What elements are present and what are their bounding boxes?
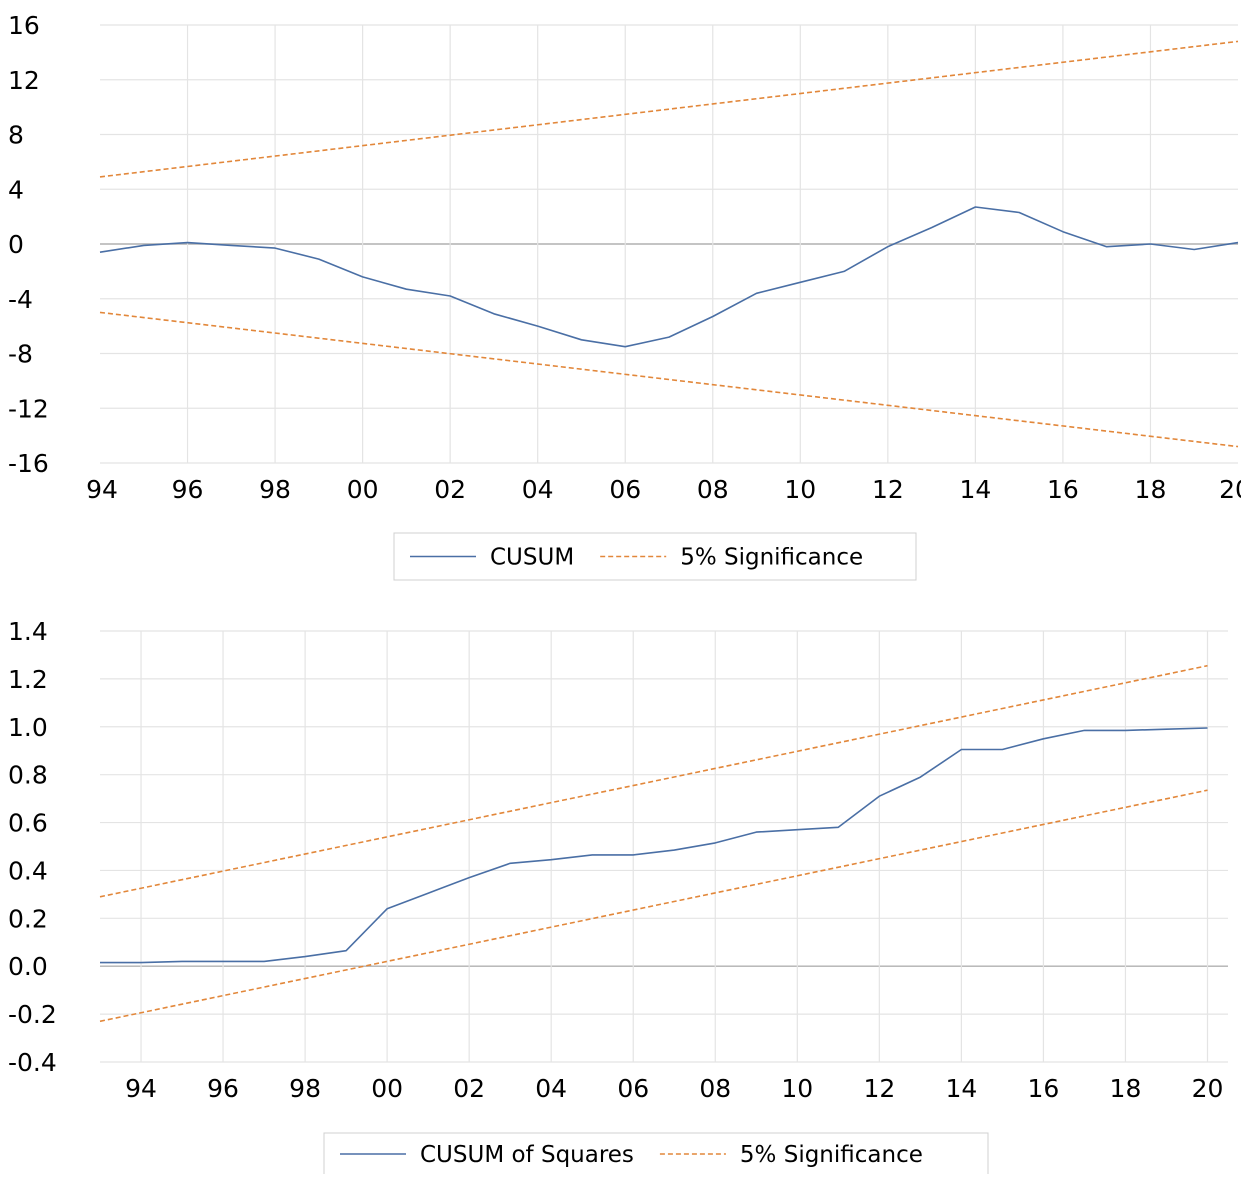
x-tick-label: 10: [781, 1074, 813, 1103]
upper-significance-line: [99, 664, 1208, 898]
legend-label: CUSUM of Squares: [420, 1142, 634, 1168]
x-tick-label: 98: [259, 475, 291, 504]
x-tick-label: 96: [207, 1074, 239, 1103]
x-tick-label: 20: [1192, 1074, 1224, 1103]
y-tick-label: -8: [8, 340, 33, 369]
y-tick-label: 0.0: [8, 952, 48, 981]
x-tick-label: 20: [1219, 475, 1241, 504]
x-tick-label: 96: [172, 475, 204, 504]
y-tick-label: -16: [8, 449, 49, 478]
x-tick-label: 14: [945, 1074, 977, 1103]
x-tick-label: 16: [1028, 1074, 1060, 1103]
y-tick-label: 0.6: [8, 809, 48, 838]
legend-label: CUSUM: [490, 545, 574, 571]
x-tick-label: 04: [535, 1074, 567, 1103]
cusum-of-squares-chart: 1.4 1.2 1.0 0.8 0.6 0.4 0.2 0.0 -0.2 -0.4 94 96 98 00…: [8, 617, 1228, 1176]
legend-box: [393, 532, 917, 581]
y-tick-label: 4: [8, 175, 24, 204]
x-tick-label: 08: [697, 475, 729, 504]
x-tick-label: 02: [453, 1074, 485, 1103]
x-tick-label: 08: [699, 1074, 731, 1103]
x-tick-label: 14: [959, 475, 991, 504]
y-tick-label: 0: [8, 230, 24, 259]
x-tick-label: 18: [1135, 475, 1167, 504]
x-tick-label: 18: [1110, 1074, 1142, 1103]
cusum-chart: 16 12 8 4 0 -4 -8 -12 -16 94 96 98 00 02 04 06 08 10 12 14 1…: [8, 11, 1241, 581]
x-tick-label: 00: [371, 1074, 403, 1103]
y-tick-label: 8: [8, 121, 24, 150]
x-tick-label: 02: [434, 475, 466, 504]
y-tick-label: 1.4: [8, 617, 48, 646]
lower-significance-line: [99, 789, 1208, 1023]
x-tick-label: 94: [86, 475, 118, 504]
x-tick-label: 10: [784, 475, 816, 504]
legend-label: 5% Significance: [740, 1142, 923, 1168]
x-tick-label: 16: [1047, 475, 1079, 504]
x-tick-label: 04: [522, 475, 554, 504]
x-tick-label: 12: [863, 1074, 895, 1103]
x-tick-label: 12: [872, 475, 904, 504]
y-tick-label: -12: [8, 394, 49, 423]
upper-significance-line: [99, 40, 1239, 178]
y-tick-label: 0.2: [8, 904, 48, 933]
y-tick-label: -0.2: [8, 1000, 57, 1029]
lower-significance-line: [99, 311, 1239, 448]
x-tick-label: 06: [617, 1074, 649, 1103]
x-tick-label: 00: [347, 475, 379, 504]
y-tick-label: 0.4: [8, 856, 48, 885]
y-tick-label: 12: [8, 66, 40, 95]
x-tick-label: 06: [609, 475, 641, 504]
y-tick-label: -0.4: [8, 1048, 57, 1077]
legend-box: [323, 1132, 989, 1176]
legend-label: 5% Significance: [680, 545, 863, 571]
cusum-line: [99, 206, 1239, 348]
cusum-line: [100, 727, 1208, 964]
y-tick-label: 1.0: [8, 713, 48, 742]
y-tick-label: -4: [8, 285, 33, 314]
x-tick-label: 98: [289, 1074, 321, 1103]
y-tick-label: 1.2: [8, 665, 48, 694]
y-tick-label: 0.8: [8, 761, 48, 790]
y-tick-label: 16: [8, 11, 40, 40]
x-tick-label: 94: [125, 1074, 157, 1103]
